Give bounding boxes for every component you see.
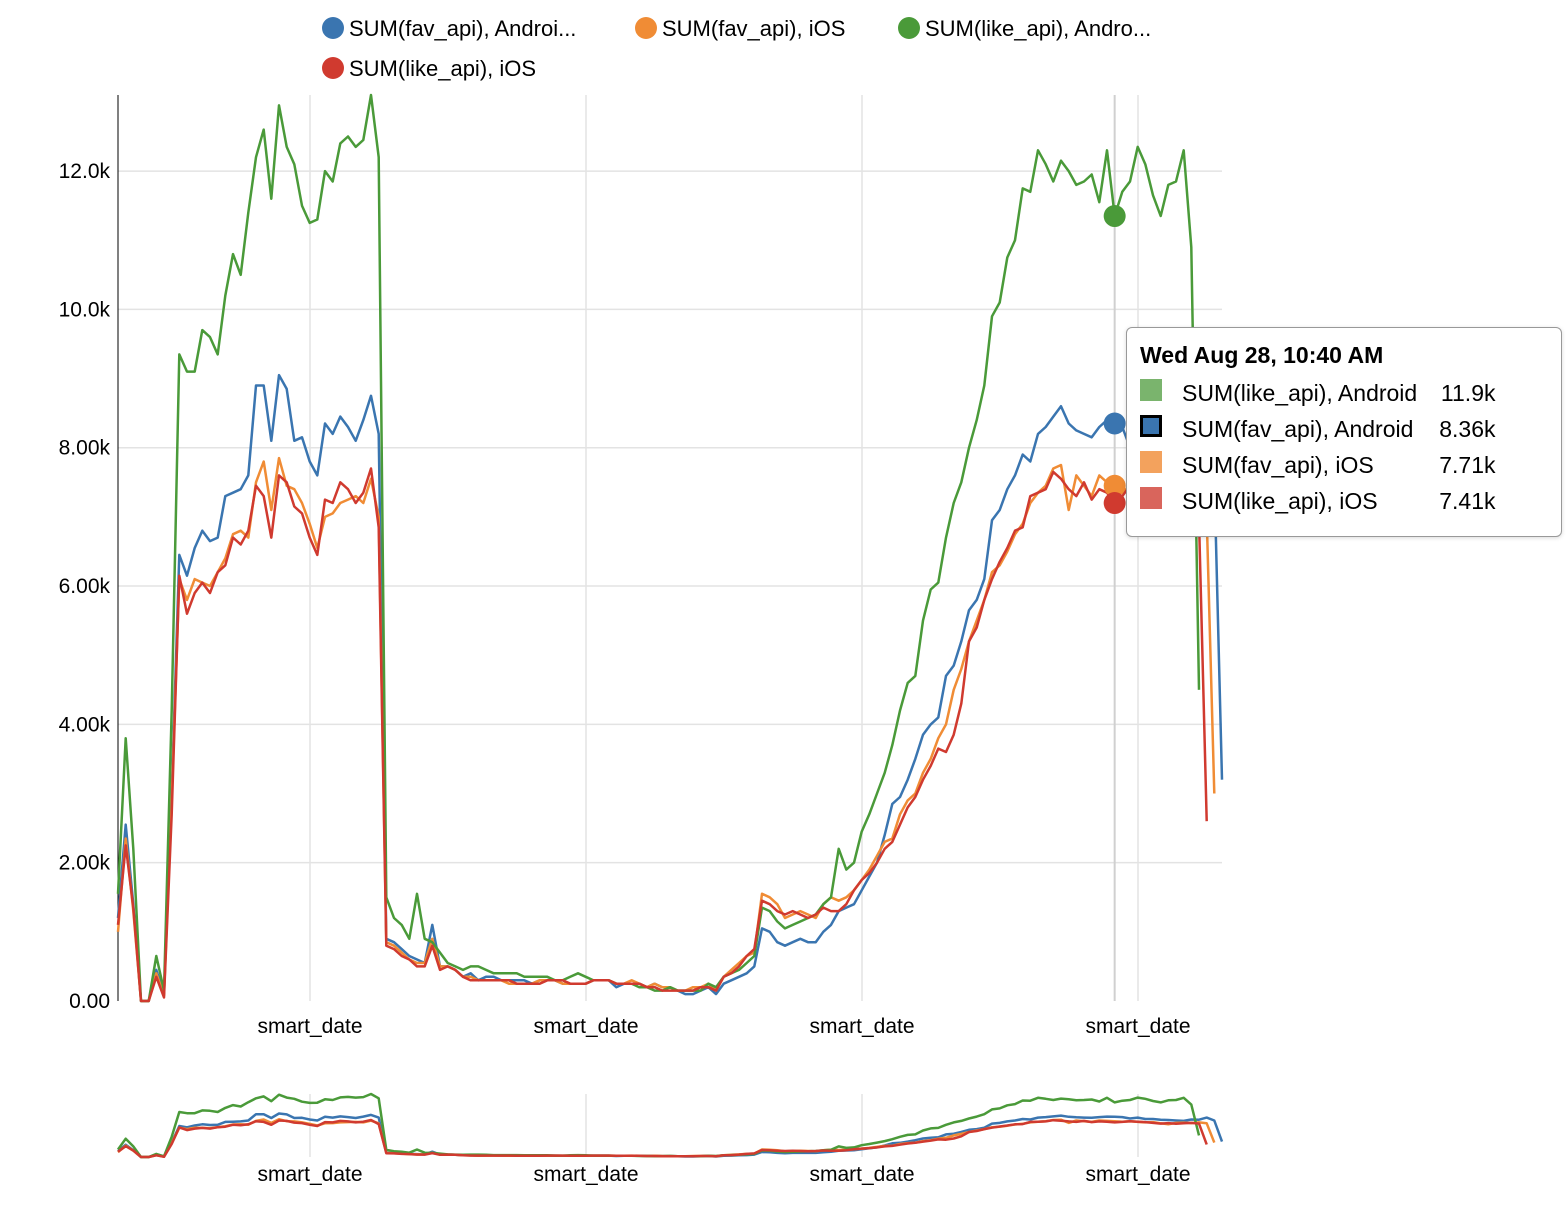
y-tick-label: 10.0k: [59, 298, 111, 321]
series-line: [116, 93, 1201, 1003]
tooltip-table: SUM(like_api), Android 11.9k SUM(fav_api…: [1140, 375, 1495, 519]
chart-tooltip: Wed Aug 28, 10:40 AM SUM(like_api), Andr…: [1126, 327, 1562, 537]
tooltip-series-label: SUM(fav_api), Android: [1182, 415, 1414, 442]
x-tick-label: smart_date: [1085, 1015, 1190, 1038]
legend-marker[interactable]: [322, 17, 344, 39]
series-line: [116, 373, 1224, 1003]
hover-point-marker: [1103, 474, 1126, 497]
y-tick-label: 4.00k: [59, 713, 111, 736]
legend-label[interactable]: SUM(fav_api), iOS: [662, 16, 845, 41]
tooltip-swatch: [1140, 487, 1162, 509]
legend-marker[interactable]: [635, 17, 657, 39]
legend-label[interactable]: SUM(fav_api), Androi...: [349, 16, 576, 41]
y-tick-label: 0.00: [69, 990, 110, 1013]
x-tick-label: smart_date: [533, 1015, 638, 1038]
y-tick-label: 2.00k: [59, 852, 111, 875]
legend-label[interactable]: SUM(like_api), Andro...: [925, 16, 1151, 41]
tooltip-swatch: [1140, 451, 1162, 473]
tooltip-series-label: SUM(like_api), Android: [1182, 379, 1418, 406]
context-x-tick-label: smart_date: [809, 1163, 914, 1186]
tooltip-swatch: [1140, 379, 1162, 401]
context-brush-area[interactable]: [118, 1090, 1222, 1161]
tooltip-series-value: 7.41k: [1439, 487, 1496, 514]
tooltip-title: Wed Aug 28, 10:40 AM: [1140, 342, 1384, 368]
tooltip-row: SUM(like_api), iOS 7.41k: [1140, 483, 1495, 519]
tooltip-row: SUM(fav_api), Android 8.36k: [1140, 411, 1495, 447]
legend-marker[interactable]: [898, 17, 920, 39]
tooltip-series-value: 11.9k: [1440, 379, 1496, 406]
legend-label[interactable]: SUM(like_api), iOS: [349, 56, 536, 81]
tooltip-series-label: SUM(like_api), iOS: [1182, 487, 1378, 514]
context-series-line: [117, 1118, 1208, 1159]
context-x-tick-label: smart_date: [533, 1163, 638, 1186]
tooltip-series-label: SUM(fav_api), iOS: [1182, 451, 1374, 478]
x-tick-label: smart_date: [257, 1015, 362, 1038]
tooltip-row: SUM(fav_api), iOS 7.71k: [1140, 447, 1495, 483]
y-tick-label: 12.0k: [59, 160, 111, 183]
y-tick-label: 8.00k: [59, 437, 111, 460]
tooltip-series-value: 8.36k: [1439, 415, 1496, 442]
y-tick-label: 6.00k: [59, 575, 111, 598]
context-x-tick-label: smart_date: [1085, 1163, 1190, 1186]
tooltip-series-value: 7.71k: [1439, 451, 1496, 478]
context-x-tick-label: smart_date: [257, 1163, 362, 1186]
tooltip-row: SUM(like_api), Android 11.9k: [1140, 375, 1495, 411]
series-line: [116, 456, 1216, 1003]
hover-point-marker: [1103, 492, 1126, 515]
tooltip-swatch: [1140, 415, 1162, 437]
x-tick-label: smart_date: [809, 1015, 914, 1038]
legend-marker[interactable]: [322, 57, 344, 79]
hover-point-marker: [1103, 205, 1126, 228]
hover-point-marker: [1103, 412, 1126, 435]
series-line: [116, 467, 1208, 1003]
